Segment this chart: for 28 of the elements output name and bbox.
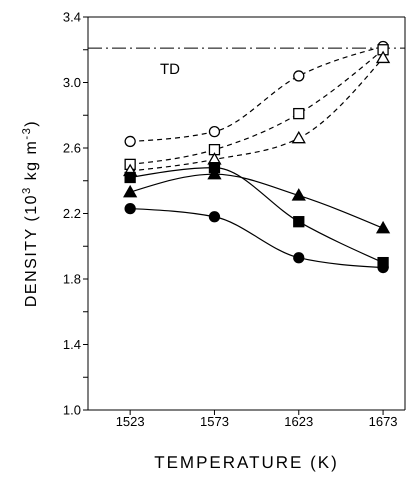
point — [208, 211, 220, 222]
y-tick-label: 2.2 — [62, 206, 81, 222]
point — [292, 188, 306, 201]
point — [292, 132, 306, 144]
y-tick-label: 3.0 — [62, 75, 81, 90]
point — [376, 222, 390, 234]
point — [293, 70, 304, 82]
y-tick-label: 3.4 — [62, 10, 81, 25]
point — [124, 172, 136, 184]
point — [124, 202, 136, 214]
point — [376, 51, 390, 64]
x-tick-label: 1523 — [116, 414, 145, 430]
x-axis-title: TEMPERATURE (K) — [154, 453, 339, 472]
y-tick-label: 1.8 — [62, 272, 81, 287]
point — [293, 252, 304, 264]
point — [293, 216, 304, 228]
point — [208, 126, 220, 138]
y-tick-label: 1.0 — [62, 402, 81, 418]
x-tick-label: 1623 — [284, 414, 314, 430]
y-tick-label: 1.4 — [62, 337, 81, 352]
point — [124, 186, 137, 198]
x-tick-label: 1673 — [368, 414, 398, 430]
ref-line-label: TD — [160, 61, 180, 78]
x-tick-label: 1573 — [200, 414, 229, 430]
point — [208, 144, 220, 156]
point — [293, 108, 304, 120]
y-tick-label: 2.6 — [62, 140, 81, 156]
point — [124, 136, 136, 148]
